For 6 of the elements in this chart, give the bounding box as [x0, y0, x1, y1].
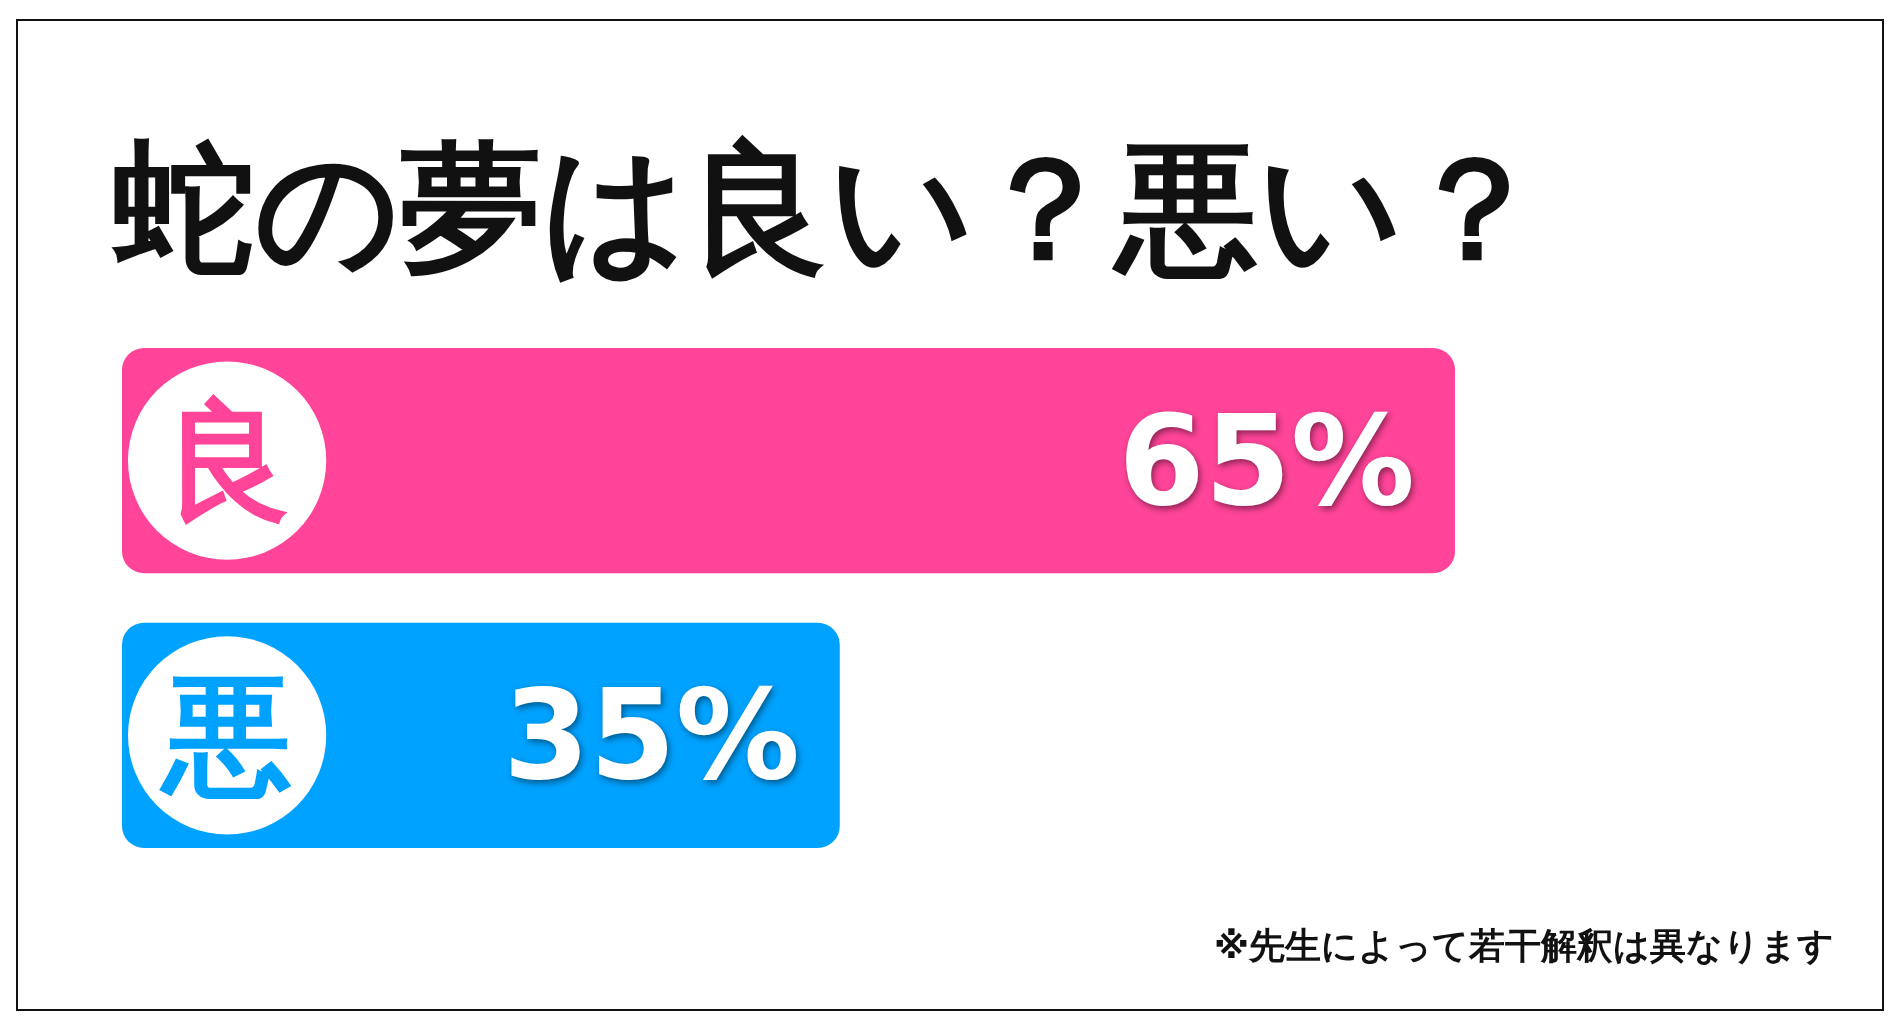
data-label: 35%: [503, 663, 800, 808]
chart-title: 蛇の夢は良い？悪い？: [111, 126, 1545, 291]
data-label: 65%: [1118, 388, 1415, 533]
y-tick-label: 良: [162, 385, 292, 536]
text: ※先生によって若干解釈は異なります: [1214, 925, 1834, 966]
y-tick-label: 悪: [158, 660, 292, 811]
